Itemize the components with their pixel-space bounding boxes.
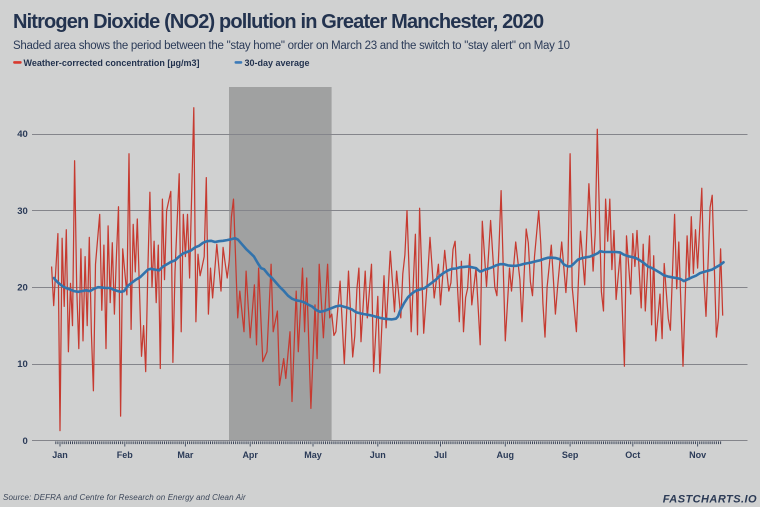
svg-text:Aug: Aug bbox=[497, 450, 515, 460]
svg-text:10: 10 bbox=[17, 359, 28, 370]
svg-text:Source: DEFRA and Centre for R: Source: DEFRA and Centre for Research on… bbox=[3, 493, 246, 502]
svg-text:Sep: Sep bbox=[562, 450, 579, 460]
svg-text:Weather-corrected concentratio: Weather-corrected concentration [µg/m3] bbox=[24, 58, 200, 68]
svg-text:May: May bbox=[304, 450, 322, 460]
svg-text:30: 30 bbox=[17, 206, 28, 217]
svg-text:Oct: Oct bbox=[625, 450, 640, 460]
svg-text:Shaded area shows the period b: Shaded area shows the period between the… bbox=[13, 40, 570, 52]
svg-text:20: 20 bbox=[17, 283, 28, 294]
svg-text:Nitrogen Dioxide (NO2) polluti: Nitrogen Dioxide (NO2) pollution in Grea… bbox=[13, 11, 544, 33]
svg-text:30-day average: 30-day average bbox=[245, 58, 310, 68]
svg-text:Jun: Jun bbox=[370, 450, 386, 460]
svg-text:Jan: Jan bbox=[52, 450, 68, 460]
svg-text:Nov: Nov bbox=[689, 450, 706, 460]
svg-text:FASTCHARTS.IO: FASTCHARTS.IO bbox=[663, 493, 757, 505]
svg-text:Jul: Jul bbox=[434, 450, 447, 460]
svg-text:40: 40 bbox=[17, 129, 28, 140]
svg-text:Mar: Mar bbox=[177, 450, 194, 460]
svg-text:Apr: Apr bbox=[242, 450, 258, 460]
svg-text:Feb: Feb bbox=[117, 450, 134, 460]
svg-text:0: 0 bbox=[23, 436, 28, 447]
